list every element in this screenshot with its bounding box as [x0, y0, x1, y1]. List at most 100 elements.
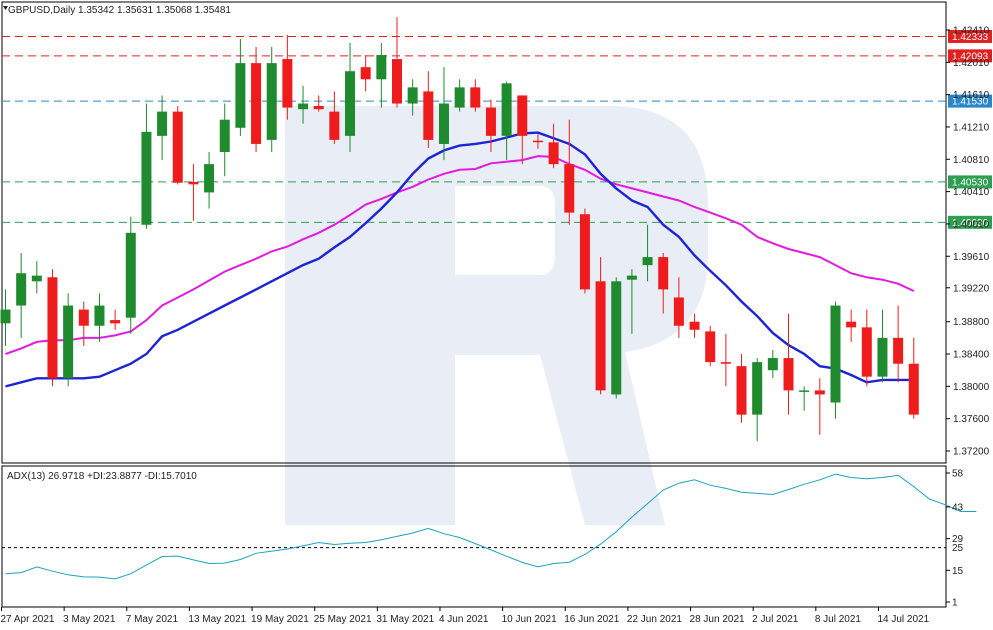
candle-body: [219, 119, 230, 153]
x-tick-label: 10 Jun 2021: [502, 614, 557, 625]
price-level-label: 1.40030: [952, 218, 989, 229]
candle-body: [360, 67, 371, 80]
candle-body: [846, 321, 857, 328]
candle-body: [94, 305, 105, 326]
candle-body: [438, 103, 449, 144]
candle-body: [392, 59, 402, 104]
candle-body: [532, 140, 543, 143]
y-tick-label: 1.42410: [953, 26, 990, 37]
x-tick-label: 27 Apr 2021: [1, 614, 55, 625]
y-tick-label: 1.38400: [953, 350, 990, 361]
adx-level-label: 25: [952, 543, 964, 554]
price-level-tag: [948, 94, 992, 108]
candle-body: [376, 55, 387, 80]
y-tick-label: 1.37600: [953, 414, 990, 425]
x-tick-label: 25 May 2021: [314, 614, 372, 625]
candle-body: [501, 83, 512, 136]
candle-body: [799, 390, 810, 392]
candle-body: [298, 103, 309, 110]
x-tick-label: 19 May 2021: [251, 614, 309, 625]
y-tick-label: 1.38800: [953, 317, 990, 328]
adx-y-tick-label: 43: [952, 502, 964, 513]
candle-body: [47, 277, 58, 379]
candle-body: [16, 273, 27, 306]
candle-body: [689, 321, 700, 330]
adx-y-tick-label: 58: [952, 469, 964, 480]
x-tick-label: 28 Jun 2021: [690, 614, 745, 625]
candle-body: [78, 309, 89, 326]
candle-body: [517, 95, 528, 136]
candle-body: [110, 320, 121, 324]
x-tick-label: 4 Jun 2021: [439, 614, 489, 625]
adx-y-tick-label: 1: [952, 598, 958, 609]
candle-body: [313, 105, 324, 110]
candle-body: [752, 362, 763, 415]
candle-body: [673, 297, 684, 326]
candle-body: [548, 142, 559, 165]
ma-fast-line: [5, 131, 914, 388]
candle-body: [626, 275, 637, 280]
ma-slow-line: [5, 155, 915, 355]
y-tick-label: 1.41210: [953, 122, 990, 133]
candle-body: [31, 275, 42, 282]
candle-body: [204, 164, 215, 193]
main-chart-title: GBPUSD,Daily 1.35342 1.35631 1.35068 1.3…: [8, 5, 231, 16]
candle-body: [235, 63, 246, 128]
adx-y-tick-label: 15: [952, 566, 964, 577]
x-tick-label: 31 May 2021: [376, 614, 434, 625]
candle-body: [564, 164, 575, 213]
y-tick-label: 1.38000: [953, 382, 990, 393]
candle-body: [893, 337, 904, 364]
adx-indicator-title: ADX(13) 26.9718 +DI:23.8877 -DI:15.7010: [7, 471, 197, 482]
x-tick-label: 7 May 2021: [126, 614, 179, 625]
y-tick-label: 1.39220: [953, 283, 990, 294]
candle-body: [485, 107, 496, 136]
y-tick-label: 1.40810: [953, 155, 990, 166]
candle-body: [0, 309, 11, 324]
candle-body: [282, 59, 293, 108]
adx-y-tick-label: 29: [952, 534, 964, 545]
candle-body: [345, 71, 356, 136]
chart-title-arrow-icon: [3, 6, 8, 10]
candle-body: [141, 131, 152, 225]
candle-body: [814, 390, 825, 395]
candle-body: [595, 281, 606, 391]
candle-body: [658, 257, 669, 290]
price-level-tag: [948, 175, 992, 189]
price-level-label: 1.42333: [952, 32, 989, 43]
candle-body: [611, 281, 622, 395]
candle-body: [125, 232, 136, 318]
candle-body: [157, 111, 168, 136]
y-tick-label: 1.39610: [953, 252, 990, 263]
price-level-label: 1.42093: [952, 51, 989, 62]
candle-body: [830, 305, 841, 403]
candle-body: [736, 366, 747, 415]
candle-body: [877, 337, 888, 377]
candle-body: [454, 87, 465, 108]
price-level-label: 1.40530: [952, 177, 989, 188]
candle-body: [172, 111, 183, 183]
candle-body: [908, 363, 919, 415]
y-tick-label: 1.41610: [953, 90, 990, 101]
candle-body: [407, 87, 418, 104]
candle-body: [705, 331, 716, 363]
x-tick-label: 22 Jun 2021: [627, 614, 682, 625]
candle-body: [579, 214, 590, 290]
candle-body: [720, 362, 731, 364]
x-tick-label: 2 Jul 2021: [752, 614, 799, 625]
price-level-tag: [948, 29, 992, 43]
candle-body: [63, 305, 74, 379]
price-level-tag: [948, 215, 992, 229]
x-tick-label: 16 Jun 2021: [564, 614, 619, 625]
main-plot-frame: [1, 1, 947, 464]
y-tick-label: 1.40010: [953, 219, 990, 230]
candle-body: [767, 358, 778, 371]
price-level-tag: [948, 49, 992, 63]
candle-body: [251, 63, 262, 144]
x-tick-label: 8 Jul 2021: [815, 614, 862, 625]
x-tick-label: 14 Jul 2021: [877, 614, 929, 625]
y-tick-label: 1.37200: [953, 447, 990, 458]
y-tick-label: 1.40410: [953, 187, 990, 198]
